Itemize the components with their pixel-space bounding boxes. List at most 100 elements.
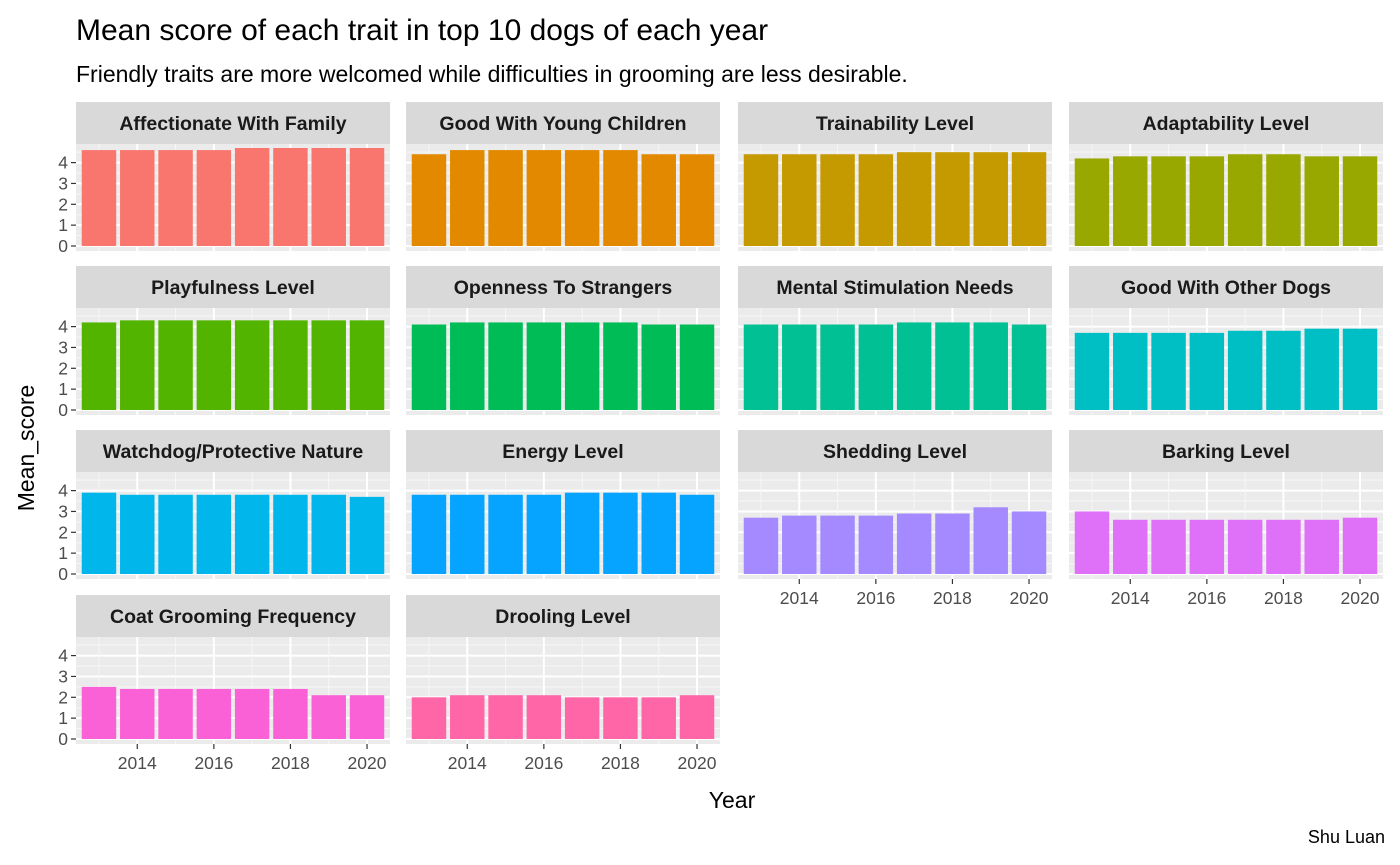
bar-adaptability-level-2016	[1189, 156, 1225, 246]
bar-shedding-level-2016	[858, 515, 894, 574]
bar-coat-grooming-frequency-2019	[311, 695, 346, 739]
bar-mental-stimulation-needs-2017	[896, 322, 932, 410]
bar-affectionate-with-family-2017	[234, 148, 270, 246]
bar-watchdog-protective-nature-2013	[81, 492, 117, 574]
bar-adaptability-level-2013	[1074, 158, 1110, 246]
bar-openness-to-strangers-2013	[411, 324, 447, 410]
bar-trainability-level-2018	[935, 152, 970, 246]
y-tick-label: 1	[58, 543, 68, 563]
bar-drooling-level-2015	[488, 695, 523, 739]
facet-mental-stimulation-needs: Mental Stimulation Needs	[738, 266, 1052, 415]
bar-adaptability-level-2017	[1227, 154, 1263, 246]
facet-strip	[76, 430, 390, 472]
y-tick-label: 0	[58, 729, 68, 749]
bar-mental-stimulation-needs-2015	[820, 324, 855, 410]
x-tick-label: 2018	[271, 753, 310, 773]
bar-openness-to-strangers-2019	[641, 324, 676, 410]
bar-watchdog-protective-nature-2015	[158, 494, 193, 574]
facet-strip-label: Openness To Strangers	[454, 277, 673, 299]
bar-shedding-level-2013	[743, 517, 779, 574]
y-tick-label: 4	[58, 153, 68, 173]
facet-strip-label: Adaptability Level	[1143, 113, 1310, 135]
x-tick-label: 2020	[678, 753, 717, 773]
y-tick-label: 0	[58, 400, 68, 420]
bar-barking-level-2016	[1189, 519, 1225, 574]
facet-strip-label: Good With Young Children	[439, 113, 686, 135]
bar-barking-level-2013	[1074, 511, 1110, 574]
bar-energy-level-2015	[488, 494, 523, 574]
bar-shedding-level-2019	[973, 507, 1008, 574]
facet-strip	[406, 266, 720, 308]
bar-playfulness-level-2013	[81, 322, 117, 410]
x-tick-label: 2016	[856, 588, 895, 608]
bar-watchdog-protective-nature-2016	[196, 494, 232, 574]
bar-watchdog-protective-nature-2020	[349, 496, 385, 574]
facet-strip	[76, 102, 390, 144]
bar-good-with-other-dogs-2020	[1342, 328, 1378, 410]
bar-mental-stimulation-needs-2019	[973, 322, 1008, 410]
bar-adaptability-level-2014	[1113, 156, 1148, 246]
bar-trainability-level-2019	[973, 152, 1008, 246]
facet-strip-label: Trainability Level	[816, 113, 974, 135]
facet-strip	[406, 430, 720, 472]
bar-openness-to-strangers-2014	[450, 322, 485, 410]
bar-affectionate-with-family-2018	[273, 148, 308, 246]
x-tick-label: 2014	[448, 753, 487, 773]
facet-strip-label: Barking Level	[1162, 441, 1290, 463]
bar-affectionate-with-family-2015	[158, 150, 193, 246]
facet-strip	[1069, 430, 1383, 472]
bar-playfulness-level-2016	[196, 320, 232, 410]
facet-strip	[1069, 102, 1383, 144]
bar-trainability-level-2015	[820, 154, 855, 246]
x-tick-label: 2020	[348, 753, 387, 773]
bar-adaptability-level-2018	[1266, 154, 1301, 246]
y-tick-label: 0	[58, 236, 68, 256]
bar-good-with-other-dogs-2016	[1189, 332, 1225, 410]
bar-energy-level-2017	[564, 492, 600, 574]
bar-mental-stimulation-needs-2016	[858, 324, 894, 410]
chart-subtitle: Friendly traits are more welcomed while …	[76, 61, 908, 87]
bar-drooling-level-2017	[564, 697, 600, 739]
bar-good-with-young-children-2016	[526, 150, 562, 246]
bar-affectionate-with-family-2019	[311, 148, 346, 246]
facet-strip-label: Drooling Level	[495, 606, 630, 628]
bar-playfulness-level-2020	[349, 320, 385, 410]
bar-shedding-level-2015	[820, 515, 855, 574]
bar-energy-level-2014	[450, 494, 485, 574]
bar-coat-grooming-frequency-2015	[158, 688, 193, 739]
facet-strip	[1069, 266, 1383, 308]
x-tick-label: 2018	[933, 588, 972, 608]
x-tick-label: 2016	[194, 753, 233, 773]
bar-affectionate-with-family-2020	[349, 148, 385, 246]
y-tick-label: 3	[58, 337, 68, 357]
y-tick-label: 2	[58, 358, 68, 378]
facet-barking-level: Barking Level 2014 2016 2018 2020	[1069, 430, 1383, 608]
bar-trainability-level-2014	[782, 154, 817, 246]
bar-good-with-young-children-2013	[411, 154, 447, 246]
bar-adaptability-level-2020	[1342, 156, 1378, 246]
bar-trainability-level-2016	[858, 154, 894, 246]
bar-affectionate-with-family-2014	[120, 150, 155, 246]
facet-strip	[738, 430, 1052, 472]
bar-energy-level-2020	[679, 494, 715, 574]
bar-barking-level-2018	[1266, 519, 1301, 574]
bar-playfulness-level-2019	[311, 320, 346, 410]
bar-good-with-young-children-2018	[603, 150, 638, 246]
y-axis-title: Mean_score	[13, 385, 39, 512]
bar-playfulness-level-2017	[234, 320, 270, 410]
facet-strip	[738, 102, 1052, 144]
bar-barking-level-2019	[1304, 519, 1339, 574]
y-tick-label: 1	[58, 215, 68, 235]
facet-strip	[76, 595, 390, 637]
x-axis-title: Year	[709, 787, 756, 813]
x-tick-label: 2016	[1187, 588, 1226, 608]
y-tick-label: 2	[58, 194, 68, 214]
bar-openness-to-strangers-2015	[488, 322, 523, 410]
bar-playfulness-level-2018	[273, 320, 308, 410]
bar-shedding-level-2014	[782, 515, 817, 574]
bar-drooling-level-2016	[526, 695, 562, 739]
bar-coat-grooming-frequency-2013	[81, 686, 117, 739]
bar-watchdog-protective-nature-2019	[311, 494, 346, 574]
